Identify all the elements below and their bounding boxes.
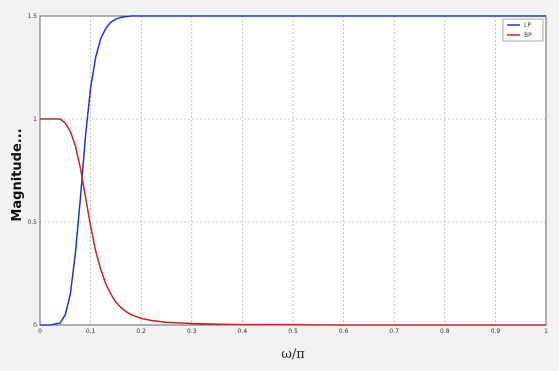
x-tick-label: 0 [38,328,42,335]
legend-label-bp: BP [524,32,532,39]
plot-area [40,16,546,325]
x-tick-label: 0.4 [238,328,248,335]
x-tick-label: 0.3 [187,328,197,335]
x-tick-label: 0.2 [136,328,146,335]
legend: LP BP [502,18,544,42]
y-tick-label: 1.5 [27,13,37,20]
legend-label-lp: LP [524,22,531,29]
x-tick-label: 0.1 [86,328,96,335]
grid [40,16,546,325]
series-line-bp [40,118,546,326]
x-axis-label: ω/π [281,347,305,362]
y-tick-label: 0.5 [27,219,37,226]
y-tick-label: 1 [33,116,37,123]
x-tick-label: 0.5 [288,328,298,335]
series-line-lp [40,15,546,326]
x-axis-ticks: 0 0.1 0.2 0.3 0.4 0.5 0.6 0.7 0.8 0.9 1 [38,328,548,335]
x-tick-label: 1 [544,328,548,335]
x-tick-label: 0.7 [389,328,399,335]
y-axis-ticks: 0 0.5 1 1.5 [27,13,37,329]
y-axis-label: Magnitude... [10,128,25,221]
x-tick-label: 0.8 [440,328,450,335]
y-tick-label: 0 [33,322,37,329]
x-tick-label: 0.9 [491,328,501,335]
x-tick-label: 0.6 [339,328,349,335]
legend-box [502,18,544,42]
series-lines [40,15,546,326]
